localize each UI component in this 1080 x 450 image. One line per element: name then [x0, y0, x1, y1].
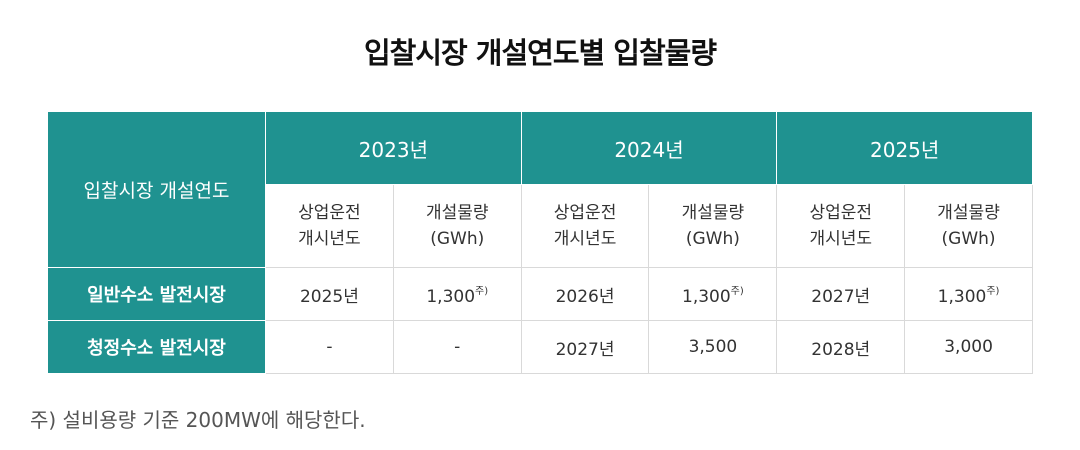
- volume-header: 개설물량 (GWh): [904, 184, 1033, 268]
- cell-value: 1,300: [937, 286, 987, 307]
- footnote-marker: 주): [986, 285, 1000, 297]
- cell-value: 1,300: [682, 286, 731, 307]
- table-cell: 2027년: [520, 320, 650, 374]
- footnote: 주) 설비용량 기준 200MW에 해당한다.: [30, 408, 366, 432]
- table-cell: 1,300주): [648, 267, 778, 321]
- cell-value: 2027년: [555, 339, 615, 360]
- cell-value: 3,500: [688, 337, 738, 357]
- sub-header-line: 개시년도: [298, 229, 361, 249]
- row-header: 일반수소 발전시장: [47, 267, 266, 321]
- cell-value: 2027년: [811, 286, 871, 307]
- year-header: 2024년: [520, 111, 778, 185]
- table-cell: 2028년: [776, 320, 906, 374]
- sub-header-line: 상업운전: [298, 203, 361, 223]
- cell-value: 2025년: [299, 286, 359, 307]
- table-cell: 2026년: [520, 267, 650, 321]
- year-header: 2023년: [265, 111, 522, 185]
- sub-header-line: 상업운전: [553, 203, 617, 223]
- cell-value: 3,000: [944, 337, 993, 357]
- cell-value: 2026년: [555, 286, 615, 307]
- table-cell: 2027년: [776, 267, 906, 321]
- sub-header-line: 개설물량: [937, 203, 1000, 223]
- volume-header: 개설물량 (GWh): [648, 184, 778, 268]
- table-cell: 2025년: [265, 267, 394, 321]
- sub-header-line: 개시년도: [809, 229, 872, 249]
- sub-header-line: 개설물량: [681, 203, 745, 223]
- table-row: 일반수소 발전시장 2025년 1,300주) 2026년 1,300주) 2027년 1,…: [47, 267, 1033, 321]
- table-cell: -: [392, 320, 522, 374]
- table-cell: 3,000: [904, 320, 1033, 374]
- table-cell: 1,300주): [392, 267, 522, 321]
- row-header: 청정수소 발전시장: [47, 320, 266, 374]
- table-cell: 3,500: [648, 320, 778, 374]
- cell-value: 2028년: [811, 339, 871, 360]
- table-row: 청정수소 발전시장 - - 2027년 3,500 2028년 3,000: [47, 320, 1033, 374]
- sub-header-line: 상업운전: [809, 203, 872, 223]
- table-cell: -: [265, 320, 394, 374]
- sub-header-line: (GWh): [430, 229, 485, 249]
- cell-value: -: [326, 337, 333, 357]
- bid-volume-table: 입찰시장 개설연도 2023년 2024년 2025년 상업운전 개시년도 개설물량…: [47, 111, 1033, 374]
- table-cell: 1,300주): [904, 267, 1033, 321]
- sub-header-line: 개시년도: [553, 229, 617, 249]
- footnote-marker: 주): [730, 285, 744, 297]
- year-header: 2025년: [776, 111, 1033, 185]
- sub-header-line: (GWh): [941, 229, 996, 249]
- page-title: 입찰시장 개설연도별 입찰물량: [363, 36, 717, 70]
- sub-header-line: (GWh): [685, 229, 740, 249]
- cell-value: 1,300: [426, 286, 476, 307]
- cell-value: -: [454, 337, 461, 357]
- footnote-marker: 주): [475, 285, 489, 297]
- sub-header-line: 개설물량: [425, 203, 489, 223]
- corner-header: 입찰시장 개설연도: [47, 111, 266, 268]
- volume-header: 개설물량 (GWh): [392, 184, 522, 268]
